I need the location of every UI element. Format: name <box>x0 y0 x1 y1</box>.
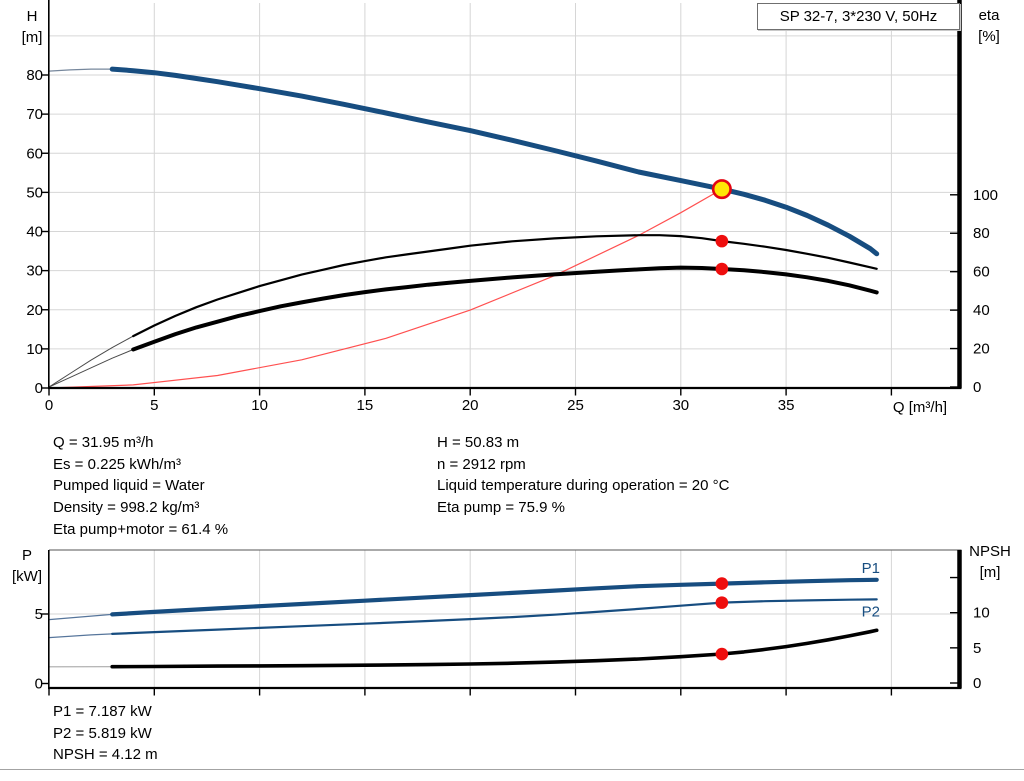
x-axis-tick-label: 15 <box>357 397 374 414</box>
right-axis-tick-label: 60 <box>973 264 990 281</box>
duty-info-speed: n = 2912 rpm <box>437 455 526 473</box>
p1-curve-lowflow[interactable] <box>48 613 113 621</box>
x-axis-tick-label: 30 <box>672 397 689 414</box>
right-axis-tick-label: 0 <box>973 675 981 692</box>
power-info-p2: P2 = 5.819 kW <box>53 724 152 742</box>
hq-curve[interactable] <box>109 66 880 257</box>
power-npsh-chart: P1 P2 0 5 0 5 10 <box>35 549 990 696</box>
npsh-marker <box>715 647 729 661</box>
h-axis-title-line1: H <box>26 8 38 25</box>
x-axis-tick-label: 35 <box>778 397 795 414</box>
p2-curve-lowflow[interactable] <box>48 633 113 639</box>
duty-info-density: Density = 998.2 kg/m³ <box>53 499 200 517</box>
duty-info-temperature: Liquid temperature during operation = 20… <box>437 477 730 495</box>
eta-total-marker <box>715 262 729 276</box>
right-axis-tick-label: 40 <box>973 302 990 319</box>
right-axis-tick-label: 0 <box>973 379 981 396</box>
x-axis-tick-label: 20 <box>462 397 479 414</box>
left-axis-tick-label: 20 <box>26 302 43 319</box>
power-info-p1: P1 = 7.187 kW <box>53 703 152 720</box>
left-axis-tick-label: 80 <box>26 67 43 84</box>
left-axis-tick-label: 40 <box>26 224 43 241</box>
npsh-axis-title-line2: [m] <box>979 564 1001 581</box>
eta-axis-title-line1: eta <box>978 7 1000 24</box>
x-axis-tick-label: 0 <box>45 397 53 414</box>
eta-pump-curve-lowflow[interactable] <box>48 335 134 388</box>
duty-point-marker[interactable] <box>711 179 732 200</box>
duty-info-q: Q = 31.95 m³/h <box>53 434 154 451</box>
h-axis-title-line2: [m] <box>21 29 43 46</box>
left-axis-tick-label: 10 <box>26 341 43 358</box>
duty-info-right: H = 50.83 m n = 2912 rpm Liquid temperat… <box>437 432 729 519</box>
hq-curve-lowflow[interactable] <box>48 68 113 72</box>
eta-axis-title-line2: [%] <box>978 28 1000 45</box>
right-axis-tick-label: 100 <box>973 187 998 204</box>
h-axis-title: H [m] <box>12 6 52 48</box>
right-axis-tick-label: 5 <box>973 640 981 657</box>
left-axis-tick-label: 0 <box>35 380 43 397</box>
npsh-axis-title: NPSH [m] <box>962 541 1018 583</box>
operating-point-curve[interactable] <box>48 188 723 389</box>
eta-total-curve[interactable] <box>131 265 879 352</box>
p-axis-title: P [kW] <box>6 545 48 587</box>
x-axis-tick-label: 25 <box>567 397 584 414</box>
q-axis-title: Q [m³/h] <box>892 399 948 416</box>
eta-pump-marker <box>715 234 729 248</box>
right-axis-tick-label: 10 <box>973 605 990 622</box>
bottom-divider <box>0 769 1024 770</box>
left-axis-tick-label: 70 <box>26 106 43 123</box>
p2-curve[interactable] <box>111 598 878 636</box>
x-axis-tick-label: 10 <box>251 397 268 414</box>
p1-marker <box>715 577 729 590</box>
pump-title-box: SP 32-7, 3*230 V, 50Hz <box>757 3 960 30</box>
duty-info-h: H = 50.83 m <box>437 434 520 451</box>
duty-info-eta-total: Eta pump+motor = 61.4 % <box>53 520 229 538</box>
left-axis-tick-label: 60 <box>26 145 43 162</box>
duty-info-left: Q = 31.95 m³/h Es = 0.225 kWh/m³ Pumped … <box>53 432 228 541</box>
right-axis-tick-label: 20 <box>973 341 990 358</box>
power-info-npsh: NPSH = 4.12 m <box>53 746 158 764</box>
npsh-axis-title-line1: NPSH <box>969 543 1011 560</box>
p2-curve-label: P2 <box>862 603 880 620</box>
left-axis-tick-label: 30 <box>26 263 43 280</box>
duty-info-eta-pump: Eta pump = 75.9 % <box>437 499 565 517</box>
left-axis-tick-label: 5 <box>35 606 43 623</box>
p1-curve-label: P1 <box>862 560 880 577</box>
left-axis-tick-label: 0 <box>35 676 43 693</box>
p-axis-title-line1: P <box>21 547 32 564</box>
x-axis-tick-label: 5 <box>150 397 158 414</box>
p-axis-title-line2: [kW] <box>12 568 42 585</box>
eta-axis-title: eta [%] <box>966 5 1012 47</box>
left-axis-tick-label: 50 <box>26 184 43 201</box>
duty-info-es: Es = 0.225 kWh/m³ <box>53 455 181 473</box>
power-info: P1 = 7.187 kW P2 = 5.819 kW NPSH = 4.12 … <box>53 701 158 766</box>
eta-pump-curve[interactable] <box>132 234 878 338</box>
eta-total-curve-lowflow[interactable] <box>48 349 134 388</box>
qh-eta-chart: 0 10 20 30 40 50 60 70 80 0 5 10 15 20 25 30 35 0 20 40 60 80… <box>26 0 998 414</box>
duty-info-liquid: Pumped liquid = Water <box>53 477 205 495</box>
p1-curve[interactable] <box>110 577 879 617</box>
right-axis-tick-label: 80 <box>973 225 990 242</box>
p2-marker <box>715 596 729 609</box>
npsh-curve[interactable] <box>110 628 879 669</box>
